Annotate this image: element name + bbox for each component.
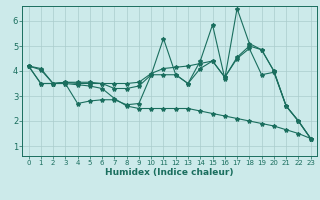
X-axis label: Humidex (Indice chaleur): Humidex (Indice chaleur) xyxy=(105,168,234,177)
